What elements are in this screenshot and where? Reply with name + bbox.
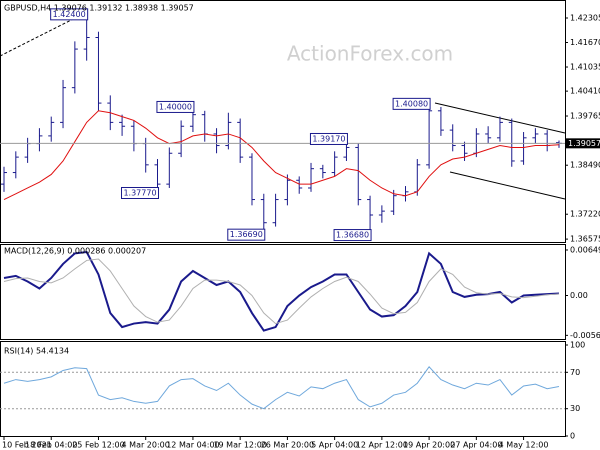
rsi-panel bbox=[0, 341, 566, 437]
annotation-box bbox=[227, 228, 266, 241]
y-tick-label: 1.38490 bbox=[570, 161, 600, 170]
y-tick-label: 1.36575 bbox=[570, 235, 600, 244]
x-tick-label: 4 Mar 20:00 bbox=[122, 441, 170, 450]
x-tick-label: 26 Mar 20:00 bbox=[261, 441, 314, 450]
x-tick-label: 19 Mar 12:00 bbox=[213, 441, 266, 450]
x-tick-label: 27 Apr 04:00 bbox=[450, 441, 502, 450]
annotation-label: 1.40000 bbox=[159, 102, 192, 111]
moving-average bbox=[3, 110, 560, 201]
last-price-label: 1.39057 bbox=[568, 139, 600, 148]
y-tick-label: 0 bbox=[570, 432, 575, 441]
y-tick-label: 0.00649 bbox=[570, 245, 600, 254]
x-tick-label: 10 Feb 2021 bbox=[2, 441, 52, 450]
x-tick-label: 18 Feb 04:00 bbox=[25, 441, 77, 450]
annotation-label: 1.37770 bbox=[123, 188, 156, 197]
annotation-box bbox=[333, 229, 372, 242]
indicator-line bbox=[3, 250, 560, 332]
y-tick-label: 1.37220 bbox=[570, 210, 600, 219]
channel-lower bbox=[449, 171, 566, 200]
annotation-box bbox=[309, 132, 348, 145]
y-tick-label: 1.39765 bbox=[570, 112, 600, 121]
annotation-label: 1.40080 bbox=[395, 99, 428, 108]
annotation-label: 1.39170 bbox=[312, 134, 345, 143]
annotation-box bbox=[50, 8, 89, 21]
y-tick-label: 30 bbox=[570, 404, 580, 413]
y-tick-label: 0.00 bbox=[570, 291, 588, 300]
y-tick-label: 70 bbox=[570, 368, 580, 377]
annotation-box bbox=[121, 186, 160, 199]
price-panel bbox=[0, 0, 566, 243]
last-price-box bbox=[565, 138, 600, 149]
panel-title: GBPUSD,H4 1.39076 1.39132 1.38938 1.3905… bbox=[4, 4, 194, 13]
indicator-line bbox=[3, 366, 560, 410]
trend-line bbox=[0, 12, 86, 57]
annotation-box bbox=[156, 100, 195, 113]
x-tick-label: 19 Apr 20:00 bbox=[403, 441, 455, 450]
x-tick-label: 5 Apr 04:00 bbox=[311, 441, 358, 450]
x-tick-label: 12 Mar 04:00 bbox=[166, 441, 219, 450]
annotation-label: 1.36690 bbox=[230, 230, 263, 239]
y-tick-label: 1.40410 bbox=[570, 87, 600, 96]
panel-title: MACD(12,26,9) 0.000286 0.000207 bbox=[4, 247, 146, 256]
x-tick-label: 12 Apr 12:00 bbox=[356, 441, 408, 450]
y-tick-label: 1.41670 bbox=[570, 38, 600, 47]
y-tick-label: 1.41035 bbox=[570, 63, 600, 72]
y-tick-label: -0.005679 bbox=[570, 331, 600, 340]
annotation-label: 1.36680 bbox=[336, 231, 369, 240]
annotation-box bbox=[392, 97, 431, 110]
macd-panel bbox=[0, 244, 566, 340]
y-tick-label: 100 bbox=[570, 341, 585, 350]
indicator-line bbox=[3, 258, 560, 325]
watermark: ActionForex.com bbox=[287, 42, 453, 66]
x-tick-label: 25 Feb 12:00 bbox=[72, 441, 124, 450]
x-tick-label: 4 May 12:00 bbox=[499, 441, 549, 450]
annotation-label: 1.42400 bbox=[53, 10, 86, 19]
panel-title: RSI(14) 54.4134 bbox=[4, 347, 69, 356]
y-tick-label: 1.42305 bbox=[570, 14, 600, 23]
